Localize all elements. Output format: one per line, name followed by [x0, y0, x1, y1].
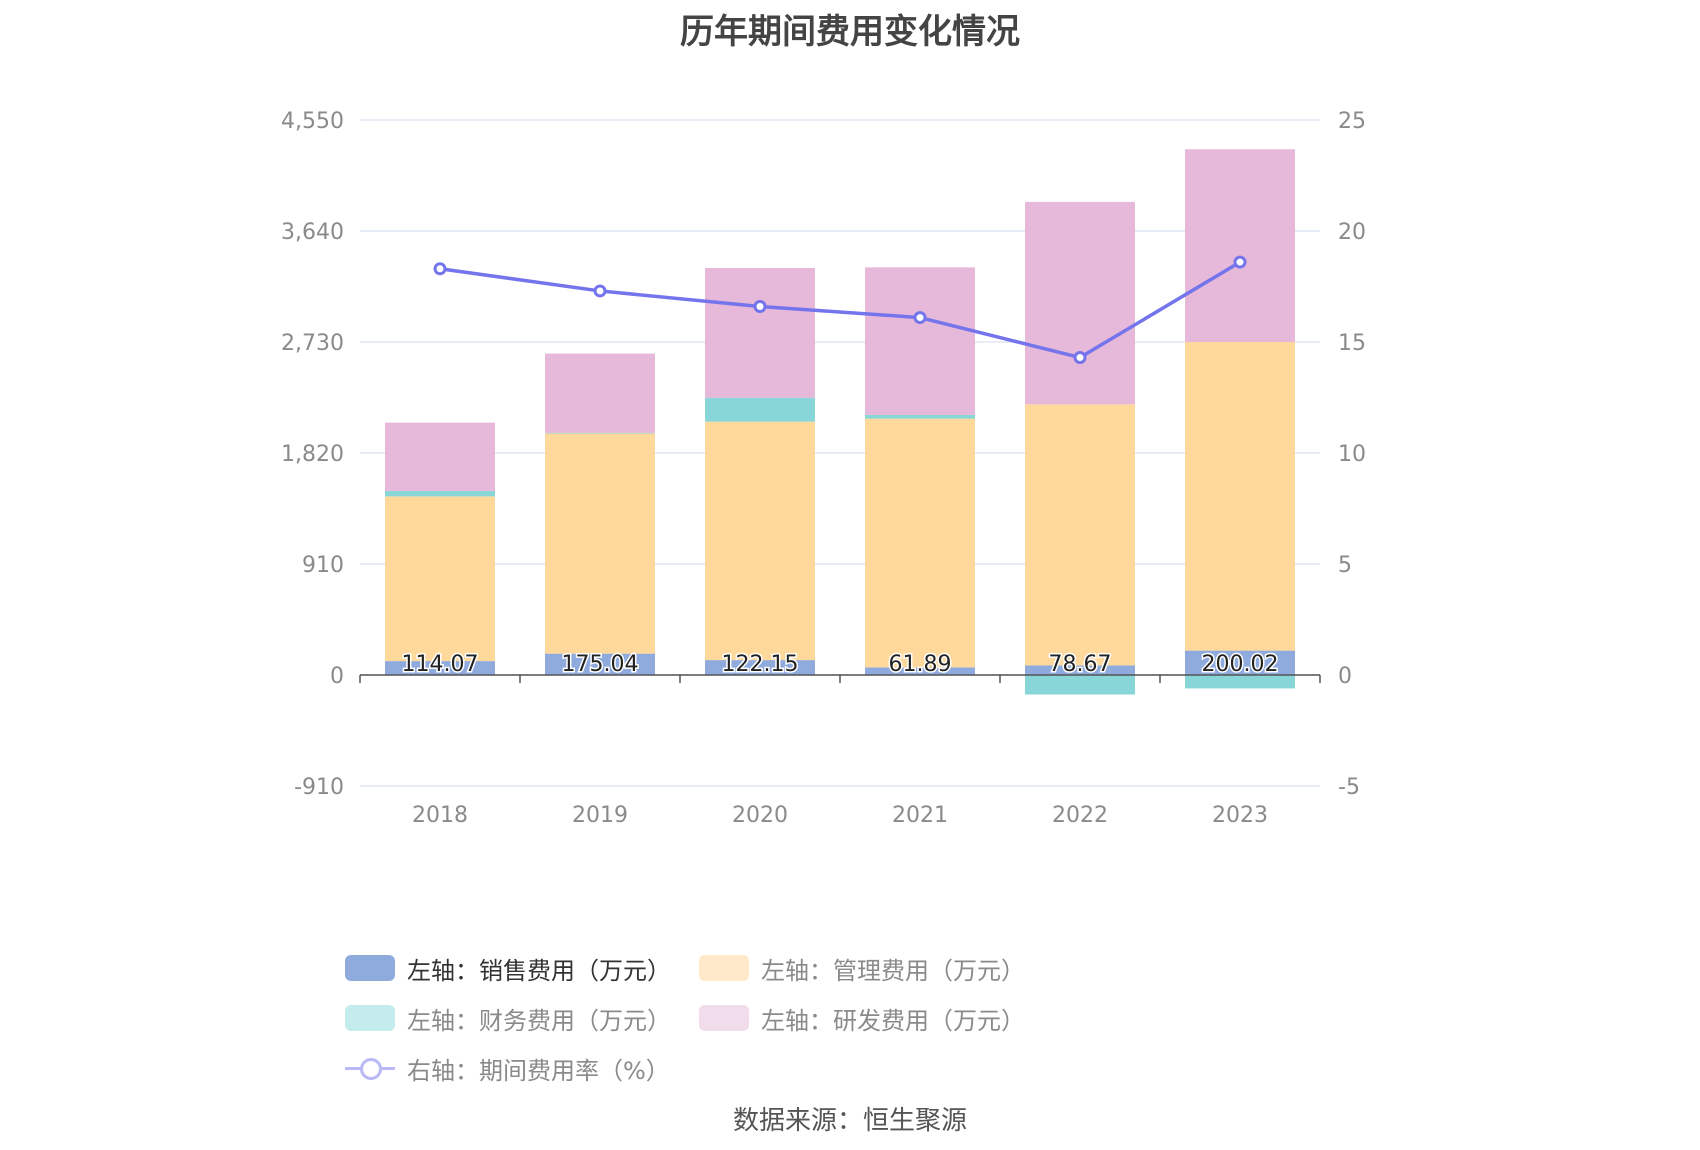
bar-sales: [865, 667, 975, 675]
right-tick-label: 0: [1338, 664, 1352, 689]
x-tick-label: 2023: [1212, 803, 1268, 828]
grid-lines: [360, 119, 1320, 787]
chart-title: 历年期间费用变化情况: [680, 12, 1020, 52]
left-axis-ticks: 4,550 3,640 2,730 1,820 910 0 -910: [281, 109, 344, 800]
left-tick-label: 1,820: [281, 442, 344, 467]
bar-admin: [385, 496, 495, 662]
legend-label: 左轴：销售费用（万元）: [407, 956, 671, 985]
bar-rd: [385, 422, 495, 491]
rate-point: [913, 311, 927, 325]
sales-value-label: 122.15: [722, 652, 799, 677]
left-tick-label: -910: [294, 775, 344, 800]
sales-value-label: 78.67: [1049, 652, 1112, 677]
bar-rd: [865, 267, 975, 415]
bar-finance: [865, 414, 975, 419]
legend-swatch: [699, 1005, 749, 1031]
bar-sales: [1025, 665, 1135, 675]
bar-admin: [545, 433, 655, 654]
legend-swatch: [345, 1005, 395, 1031]
right-tick-label: 10: [1338, 442, 1366, 467]
sales-value-label: 200.02: [1202, 652, 1279, 677]
rate-point: [1073, 351, 1087, 365]
legend-item[interactable]: 左轴：研发费用（万元）: [699, 1000, 1025, 1036]
x-axis: [359, 674, 1321, 683]
bar-finance: [705, 397, 815, 422]
left-tick-label: 910: [302, 553, 344, 578]
legend-swatch: [345, 955, 395, 981]
left-tick-label: 2,730: [281, 331, 344, 356]
legend-item[interactable]: 右轴：期间费用率（%）: [345, 1050, 670, 1086]
right-tick-label: -5: [1338, 775, 1360, 800]
x-axis-labels: 2018 2019 2020 2021 2022 2023: [412, 803, 1268, 828]
left-tick-label: 3,640: [281, 220, 344, 245]
bar-admin: [1025, 404, 1135, 666]
bar-finance: [385, 490, 495, 497]
right-tick-label: 15: [1338, 331, 1366, 356]
bar-finance-negative: [1025, 675, 1135, 695]
bar-finance: [545, 432, 655, 434]
bar-admin: [705, 421, 815, 661]
left-tick-label: 4,550: [281, 109, 344, 134]
bar-sales: [1185, 650, 1295, 675]
legend: 左轴：销售费用（万元） 左轴：管理费用（万元） 左轴：财务费用（万元） 左轴：研发费用…: [345, 950, 1405, 1100]
sales-value-label: 61.89: [889, 652, 952, 677]
bar-admin: [1185, 341, 1295, 651]
bar-rd: [545, 353, 655, 433]
legend-item[interactable]: 左轴：财务费用（万元）: [345, 1000, 671, 1036]
x-tick-label: 2021: [892, 803, 948, 828]
legend-label: 左轴：财务费用（万元）: [407, 1006, 671, 1035]
left-tick-label: 0: [330, 664, 344, 689]
right-axis-ticks: 25 20 15 10 5 0 -5: [1338, 109, 1366, 800]
x-tick-label: 2018: [412, 803, 468, 828]
legend-label: 右轴：期间费用率（%）: [407, 1056, 670, 1085]
bars: [385, 149, 1295, 695]
legend-item[interactable]: 左轴：管理费用（万元）: [699, 950, 1025, 986]
rate-line-path: [439, 260, 1241, 360]
sales-value-label: 114.07: [402, 652, 479, 677]
legend-label: 左轴：管理费用（万元）: [761, 956, 1025, 985]
bar-sales: [545, 653, 655, 675]
bar-rd: [1185, 149, 1295, 342]
x-tick-label: 2020: [732, 803, 788, 828]
bar-rd: [705, 267, 815, 398]
rate-point: [1233, 255, 1247, 269]
legend-item[interactable]: 左轴：销售费用（万元）: [345, 950, 671, 986]
bar-rd: [1025, 201, 1135, 405]
rate-point: [753, 299, 767, 313]
legend-swatch: [699, 955, 749, 981]
rate-point: [593, 284, 607, 298]
right-tick-label: 25: [1338, 109, 1366, 134]
rate-line: [433, 255, 1247, 365]
x-tick-label: 2019: [572, 803, 628, 828]
bar-sales: [385, 661, 495, 675]
legend-label: 左轴：研发费用（万元）: [761, 1006, 1025, 1035]
data-source: 数据来源：恒生聚源: [732, 1106, 967, 1136]
bar-finance-negative: [1185, 675, 1295, 689]
sales-value-label: 175.04: [562, 652, 639, 677]
x-tick-label: 2022: [1052, 803, 1108, 828]
chart-canvas: 4,550 3,640 2,730 1,820 910 0 -910 25 20 15 10 5 0 -…: [281, 109, 1366, 828]
right-tick-label: 5: [1338, 553, 1352, 578]
right-tick-label: 20: [1338, 220, 1366, 245]
legend-line-marker-icon: [345, 1055, 395, 1081]
rate-point: [433, 262, 447, 276]
data-labels: 114.07 175.04 122.15 61.89 78.67 200.02: [400, 651, 1280, 679]
bar-sales: [705, 660, 815, 675]
bar-admin: [865, 418, 975, 668]
